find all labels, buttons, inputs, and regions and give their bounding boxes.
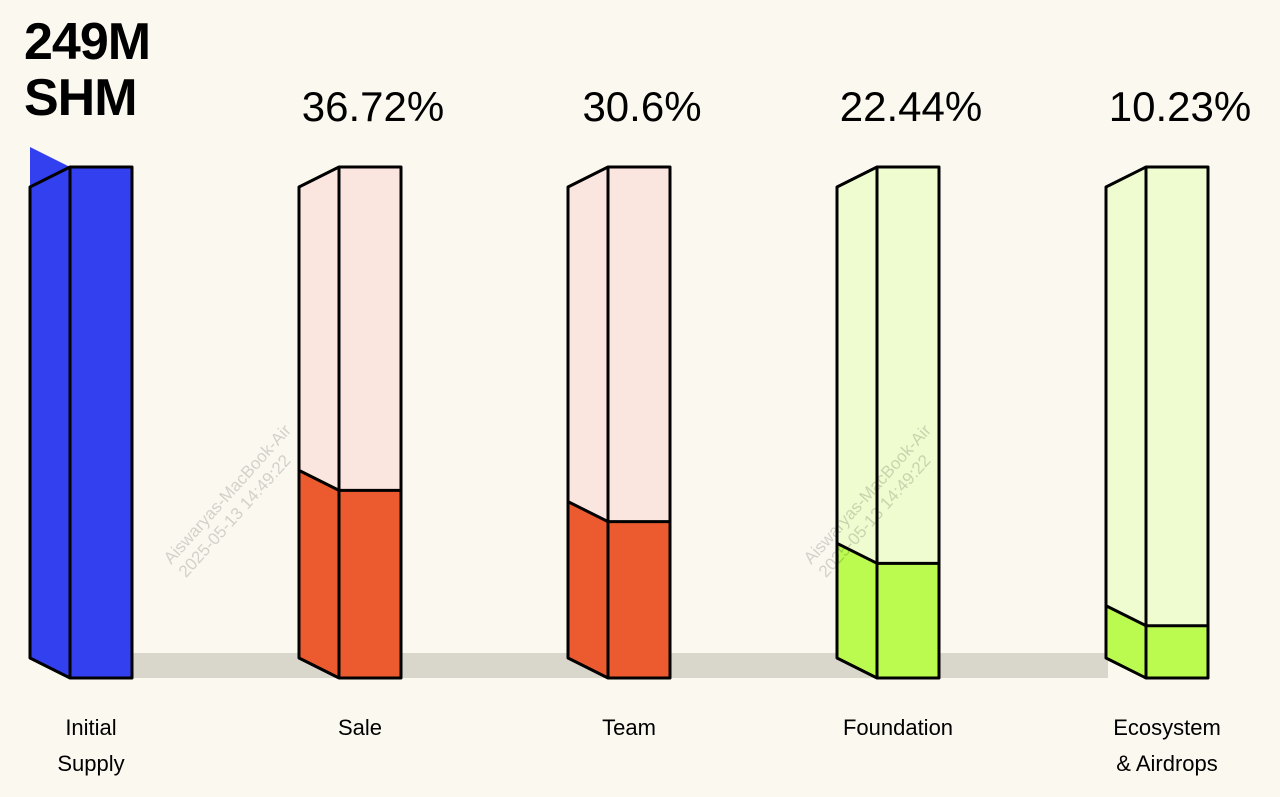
- title-line-1: 249M: [24, 13, 151, 71]
- bar-side-empty: [1106, 167, 1146, 678]
- bar-side-fill: [568, 501, 608, 678]
- category-label: Foundation: [843, 715, 953, 740]
- category-label: Ecosystem: [1113, 715, 1221, 740]
- value-label: 10.23%: [1109, 83, 1251, 130]
- bar-front-fill: [608, 521, 670, 678]
- chart-title: 249M SHM: [24, 13, 151, 127]
- category-label: & Airdrops: [1116, 751, 1218, 776]
- bar-front-fill: [877, 563, 939, 678]
- category-label: Team: [602, 715, 656, 740]
- bar-side-fill: [299, 470, 339, 678]
- category-label: Sale: [338, 715, 382, 740]
- bar-front-fill: [70, 167, 132, 678]
- category-label: Initial: [65, 715, 116, 740]
- value-label: 36.72%: [302, 83, 444, 130]
- bar-side-fill: [837, 543, 877, 678]
- bar-front-fill: [1146, 625, 1208, 678]
- bar-side-fill: [30, 147, 70, 678]
- title-line-2: SHM: [24, 69, 138, 127]
- value-label: 22.44%: [840, 83, 982, 130]
- bar-side-fill: [1106, 605, 1146, 678]
- bar-front-empty: [1146, 167, 1208, 678]
- bar-front-fill: [339, 490, 401, 678]
- category-label: Supply: [57, 751, 124, 776]
- value-label: 30.6%: [582, 83, 701, 130]
